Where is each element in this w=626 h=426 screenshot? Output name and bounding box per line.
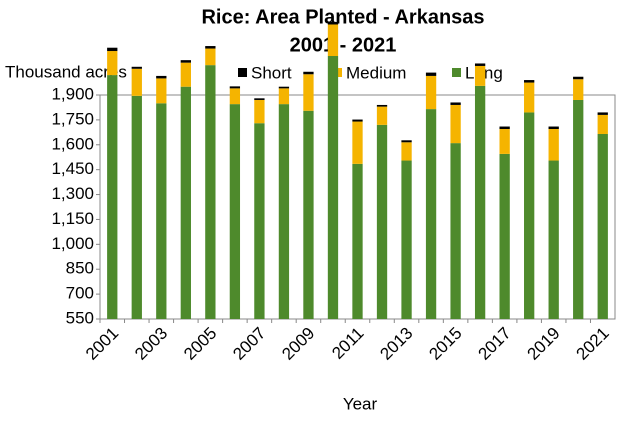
x-tick-label: 2003 [131, 324, 171, 364]
y-tick-label: 1,600 [51, 134, 94, 153]
bar-segment [401, 140, 412, 143]
x-tick-label: 2013 [376, 324, 416, 364]
bar-segment [548, 126, 559, 130]
bar-segment [425, 72, 437, 76]
bar-segment [597, 114, 608, 134]
bar-segment [131, 95, 142, 320]
bar-segment [229, 86, 241, 89]
y-tick-label: 1,900 [51, 84, 94, 103]
bar-segment [278, 104, 290, 320]
bar-segment [376, 124, 388, 319]
bar-segment [573, 76, 584, 80]
x-tick-label: 2001 [82, 324, 122, 364]
bar-segment [401, 160, 412, 319]
x-tick-label: 2015 [425, 324, 465, 364]
y-tick-label: 850 [66, 259, 94, 278]
bar-segment [450, 102, 461, 105]
y-tick-label: 700 [66, 284, 94, 303]
x-tick-label: 2007 [229, 324, 269, 364]
bar-segment [107, 47, 118, 52]
bar-segment [474, 63, 486, 66]
bar-segment [254, 123, 265, 320]
bar-segment [327, 21, 339, 25]
x-tick-label: 2011 [328, 324, 367, 363]
bar-segment [156, 75, 167, 79]
bar-segment [548, 160, 559, 319]
x-tick-label: 2019 [524, 324, 564, 364]
bar-segment [180, 62, 191, 87]
bar-segment [327, 56, 339, 319]
bar-segment [278, 88, 290, 105]
bar-segment [254, 98, 265, 100]
bar-segment [229, 88, 241, 105]
y-tick-label: 1,150 [51, 209, 94, 228]
y-tick-label: 1,300 [51, 184, 94, 203]
bar-segment [450, 104, 461, 144]
bar-segment [278, 86, 290, 89]
legend-swatch [452, 68, 461, 77]
bar-segment [156, 103, 167, 319]
chart-title: Rice: Area Planted - Arkansas [201, 6, 484, 28]
bar-segment [229, 104, 241, 320]
bar-segment [499, 126, 510, 130]
bar-segment [131, 68, 142, 96]
bar-segment [254, 99, 265, 124]
bar-segment [156, 78, 167, 104]
bar-segment [474, 85, 486, 319]
bar-segment [597, 133, 608, 319]
bar-segment [548, 129, 559, 161]
bar-segment [401, 142, 412, 161]
y-tick-label: 1,000 [51, 234, 94, 253]
x-tick-label: 2005 [180, 324, 220, 364]
bar-segment [180, 60, 191, 63]
x-axis-label: Year [343, 394, 378, 413]
bar-segment [352, 121, 363, 164]
x-tick-label: 2021 [573, 324, 613, 364]
bar-segment [450, 143, 461, 319]
bar-segment [573, 99, 584, 319]
legend-label: Medium [346, 63, 406, 82]
y-tick-label: 1,450 [51, 159, 94, 178]
chart-subtitle: 2001 - 2021 [290, 34, 397, 56]
bar-segment [352, 163, 363, 319]
bar-segment [499, 153, 510, 319]
y-axis-label: Thousand acres [5, 62, 127, 81]
legend-label: Short [251, 63, 292, 82]
bar-segment [303, 71, 314, 75]
legend-swatch [238, 68, 247, 77]
bar-segment [107, 51, 118, 76]
bar-segment [425, 75, 437, 110]
x-tick-label: 2009 [278, 324, 318, 364]
bar-segment [327, 24, 339, 57]
bar-segment [352, 119, 363, 122]
x-tick-label: 2017 [474, 324, 514, 364]
bar-segment [107, 75, 118, 319]
bar-segment [524, 82, 535, 113]
bar-segment [131, 66, 142, 69]
bar-segment [474, 65, 486, 86]
bar-segment [524, 80, 535, 83]
y-tick-label: 550 [66, 308, 94, 327]
bar-segment [597, 112, 608, 115]
bar-segment [205, 65, 216, 319]
bar-segment [573, 79, 584, 100]
bar-segment [425, 109, 437, 320]
bar-segment [303, 110, 314, 319]
bar-segment [524, 112, 535, 319]
y-tick-label: 1,750 [51, 109, 94, 128]
bar-segment [205, 48, 216, 66]
bar-segment [205, 46, 216, 49]
bar-segment [180, 86, 191, 319]
bar-segment [499, 129, 510, 154]
bar-segment [303, 74, 314, 111]
bar-segment [376, 106, 388, 125]
bar-segment [376, 104, 388, 107]
